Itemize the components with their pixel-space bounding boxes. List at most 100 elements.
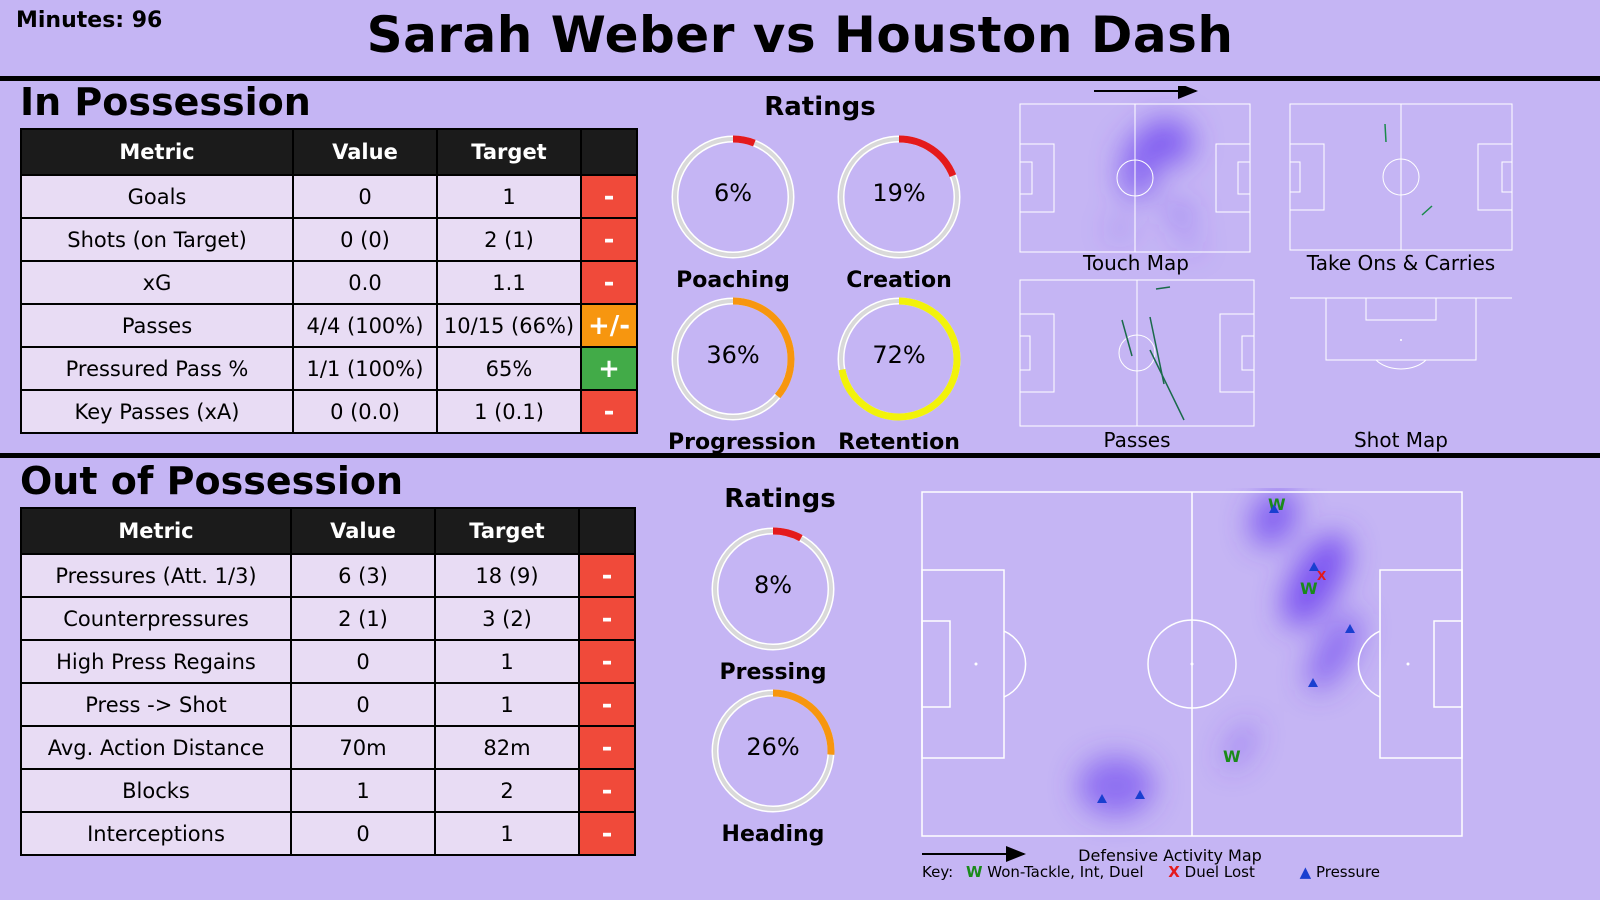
metric-cell: Pressures (Att. 1/3) [20, 553, 292, 598]
metric-cell: Key Passes (xA) [20, 389, 294, 434]
defensive-map-title: Defensive Activity Map [1078, 846, 1262, 865]
rating-gauge-creation: 19% Creation [834, 132, 964, 293]
value-cell: 0 (0.0) [292, 389, 438, 434]
col-target: Target [436, 128, 582, 176]
target-cell: 18 (9) [434, 553, 580, 598]
header-divider [0, 76, 1600, 81]
pressure-marker [1097, 794, 1107, 803]
status-badge: - [580, 389, 638, 434]
status-badge: - [578, 553, 636, 598]
value-cell: 70m [290, 725, 436, 770]
target-cell: 10/15 (66%) [436, 303, 582, 348]
out-of-possession-ratings-title: Ratings [724, 484, 836, 514]
value-cell: 0 [290, 682, 436, 727]
target-cell: 1 [434, 682, 580, 727]
key-pressure-label: Pressure [1315, 863, 1381, 881]
metric-cell: High Press Regains [20, 639, 292, 684]
rating-gauge-heading: 26% Heading [708, 686, 838, 847]
metric-cell: Avg. Action Distance [20, 725, 292, 770]
col-metric: Metric [20, 507, 292, 555]
target-cell: 3 (2) [434, 596, 580, 641]
target-cell: 1 (0.1) [436, 389, 582, 434]
status-badge: - [580, 217, 638, 262]
key-lost-label: Duel Lost [1184, 863, 1255, 881]
value-cell: 0 [290, 639, 436, 684]
key-prefix: Key: [922, 863, 954, 881]
rating-label: Heading [721, 822, 825, 847]
rating-arc [671, 297, 795, 421]
minutes-played: Minutes: 96 [16, 8, 163, 33]
rating-gauge-progression: 36% Progression [668, 294, 817, 455]
rating-label: Creation [846, 268, 952, 293]
target-cell: 1 [436, 174, 582, 219]
table-row: High Press Regains 0 1- [20, 639, 636, 684]
status-badge: - [580, 174, 638, 219]
pressure-marker [1135, 790, 1145, 799]
value-cell: 0 (0) [292, 217, 438, 262]
target-cell: 1 [434, 639, 580, 684]
rating-gauge-poaching: 6% Poaching [668, 132, 798, 293]
table-row: Blocks 1 2- [20, 768, 636, 813]
rating-ring [837, 297, 961, 421]
target-cell: 2 [434, 768, 580, 813]
lost-key-icon: X [1168, 863, 1180, 881]
value-cell: 0.0 [292, 260, 438, 305]
table-row: Press -> Shot 0 1- [20, 682, 636, 727]
metric-cell: Pressured Pass % [20, 346, 294, 391]
col-value: Value [290, 507, 436, 555]
target-cell: 65% [436, 346, 582, 391]
metric-cell: Passes [20, 303, 294, 348]
pressure-marker [1308, 678, 1318, 687]
col-target: Target [434, 507, 580, 555]
rating-label: Pressing [719, 660, 827, 685]
status-badge: - [578, 682, 636, 727]
value-cell: 1/1 (100%) [292, 346, 438, 391]
touch-map [1019, 103, 1251, 253]
value-cell: 0 [290, 811, 436, 856]
in-possession-maps [1019, 86, 1513, 427]
value-cell: 6 (3) [290, 553, 436, 598]
table-row: Key Passes (xA) 0 (0.0) 1 (0.1) - [20, 389, 638, 434]
passes-map-label: Passes [1103, 428, 1171, 452]
metric-cell: Blocks [20, 768, 292, 813]
map-key: Key: W Won-Tackle, Int, Duel X Duel Lost… [922, 863, 1380, 881]
rating-label: Progression [668, 430, 817, 455]
rating-arc [671, 135, 795, 259]
value-cell: 0 [292, 174, 438, 219]
shot-map [1290, 297, 1512, 370]
rating-ring [671, 135, 795, 259]
pressure-key-icon: ▲ [1299, 863, 1312, 881]
rating-value: 26% [746, 733, 800, 761]
table-row: Avg. Action Distance 70m 82m - [20, 725, 636, 770]
status-badge: - [578, 639, 636, 684]
passes-map [1019, 279, 1255, 427]
touch-heatmap [1108, 118, 1200, 252]
target-cell: 1.1 [436, 260, 582, 305]
carry-line [1421, 205, 1433, 216]
key-won-label: Won-Tackle, Int, Duel [987, 863, 1144, 881]
target-cell: 1 [434, 811, 580, 856]
table-row: Shots (on Target) 0 (0) 2 (1) - [20, 217, 638, 262]
metric-cell: Counterpressures [20, 596, 292, 641]
rating-ring [837, 135, 961, 259]
rating-arc [711, 689, 835, 813]
rating-value: 6% [713, 179, 753, 207]
defensive-heatmap [1078, 489, 1361, 816]
table-header-row: Metric Value Target [20, 128, 638, 176]
in-possession-table: Metric Value Target Goals 0 1- Shots (on Ta… [20, 128, 638, 434]
carry-line [1384, 123, 1387, 143]
out-of-possession-title: Out of Possession [20, 459, 404, 503]
col-metric: Metric [20, 128, 294, 176]
table-row: Interceptions 0 1- [20, 811, 636, 856]
rating-arc [837, 297, 961, 421]
rating-value: 8% [753, 571, 793, 599]
won-marker: W [1300, 579, 1318, 598]
rating-gauge-retention: 72% Retention [834, 294, 964, 455]
status-badge: +/- [580, 303, 638, 348]
defensive-activity-map: W X W W [921, 489, 1463, 862]
metric-cell: Press -> Shot [20, 682, 292, 727]
takeons-map-label: Take Ons & Carries [1306, 251, 1496, 275]
col-value: Value [292, 128, 438, 176]
metric-cell: Goals [20, 174, 294, 219]
page-title: Sarah Weber vs Houston Dash [366, 6, 1234, 64]
